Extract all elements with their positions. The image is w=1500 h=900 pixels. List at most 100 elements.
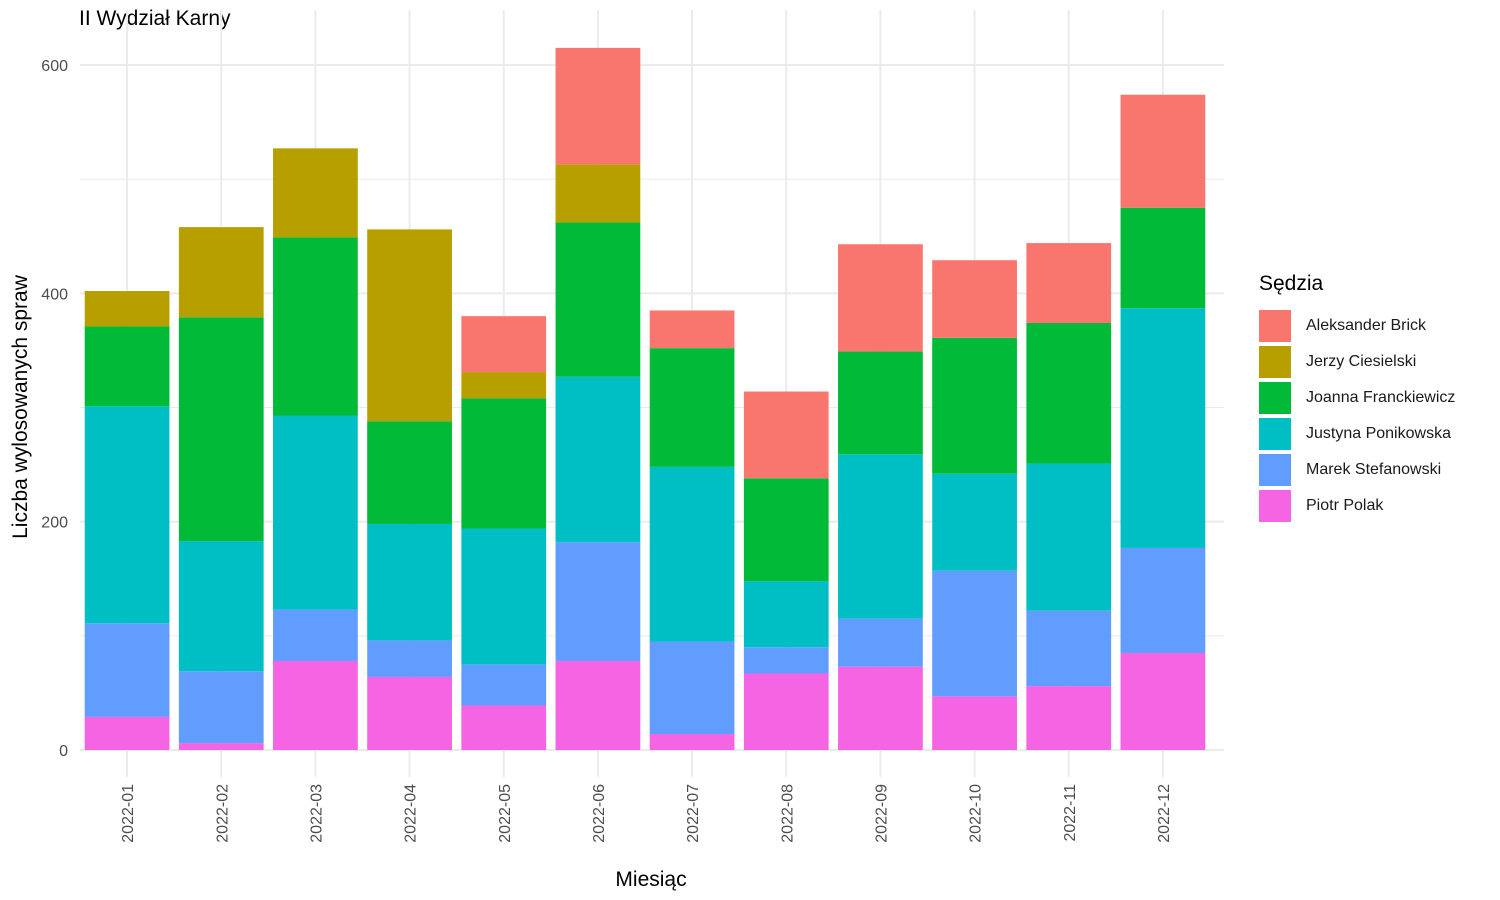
bar-segment xyxy=(461,316,547,373)
legend-label: Joanna Franckiewicz xyxy=(1306,389,1456,406)
legend-swatch xyxy=(1259,490,1291,522)
y-tick-label: 600 xyxy=(41,58,68,75)
legend-swatch xyxy=(1259,418,1291,450)
bar-segment xyxy=(273,148,358,238)
x-tick-label: 2022-09 xyxy=(873,784,890,843)
bar-segment xyxy=(649,466,735,642)
bar-segment xyxy=(932,260,1017,338)
bar-segment xyxy=(367,421,452,524)
chart-title: II Wydział Karny xyxy=(79,7,231,30)
x-tick-label: 2022-08 xyxy=(779,784,796,843)
bar-segment xyxy=(555,47,641,165)
bar-segment xyxy=(1120,547,1206,653)
y-tick-label: 200 xyxy=(41,515,68,532)
bar-segment xyxy=(84,326,170,407)
bar-segment xyxy=(838,244,923,352)
bar-segment xyxy=(273,609,358,661)
x-tick-label: 2022-03 xyxy=(308,784,325,843)
bar-segment xyxy=(178,671,264,744)
bar-segment xyxy=(1026,686,1112,750)
bar-segment xyxy=(555,164,641,223)
legend-swatch xyxy=(1259,310,1291,342)
x-tick-label: 2022-02 xyxy=(214,784,231,843)
bar-segment xyxy=(84,716,170,750)
bar-segment xyxy=(932,696,1017,750)
x-tick-label: 2022-10 xyxy=(968,784,985,843)
bar-segment xyxy=(178,317,264,542)
legend-item: Piotr Polak xyxy=(1259,488,1455,524)
y-axis-label: Liczba wylosowanych spraw xyxy=(9,274,32,539)
bar-segment xyxy=(743,673,829,750)
legend-item: Justyna Ponikowska xyxy=(1259,416,1455,452)
legend-item: Jerzy Ciesielski xyxy=(1259,344,1455,380)
bar-segment xyxy=(932,473,1017,571)
bar-segment xyxy=(1120,308,1206,548)
legend-label: Piotr Polak xyxy=(1306,497,1384,514)
bar-segment xyxy=(1120,652,1206,750)
bar-segment xyxy=(178,743,264,750)
legend-swatch xyxy=(1259,454,1291,486)
bar-segment xyxy=(1026,610,1112,687)
legend-item: Marek Stefanowski xyxy=(1259,452,1455,488)
bar-segment xyxy=(84,291,170,327)
bar-segment xyxy=(84,623,170,717)
x-axis-label: Miesiąc xyxy=(615,868,686,891)
bar-segment xyxy=(367,229,452,422)
bar-segment xyxy=(1026,463,1112,611)
bar-segment xyxy=(932,337,1017,474)
legend-item: Joanna Franckiewicz xyxy=(1259,380,1455,416)
bar-segment xyxy=(461,398,547,529)
bar-segment xyxy=(273,237,358,416)
legend-title: Sędzia xyxy=(1259,272,1324,295)
bar-segment xyxy=(1026,243,1112,324)
x-tick-label: 2022-11 xyxy=(1062,784,1079,842)
bar-segment xyxy=(461,528,547,665)
bar-segment xyxy=(649,641,735,735)
bar-segment xyxy=(367,523,452,641)
bar-segment xyxy=(1120,94,1206,208)
bar-segment xyxy=(838,454,923,619)
bar-segment xyxy=(649,348,735,467)
bar-segment xyxy=(84,406,170,624)
legend-items: Aleksander Brick Jerzy Ciesielski Joanna F… xyxy=(1259,308,1455,524)
x-tick-label: 2022-12 xyxy=(1156,784,1173,843)
bar-segment xyxy=(743,581,829,648)
legend-label: Marek Stefanowski xyxy=(1306,461,1442,478)
bar-segment xyxy=(555,542,641,661)
legend-item: Aleksander Brick xyxy=(1259,308,1455,344)
x-tick-label: 2022-07 xyxy=(685,784,702,843)
x-tick-label: 2022-04 xyxy=(403,784,420,843)
legend: Sędzia Aleksander Brick Jerzy Ciesielski J… xyxy=(1259,272,1455,524)
bar-segment xyxy=(838,618,923,667)
bar-segment xyxy=(273,415,358,610)
legend-swatch xyxy=(1259,346,1291,378)
bar-segment xyxy=(367,640,452,677)
bar-segment xyxy=(555,660,641,750)
bar-segment xyxy=(1026,323,1112,464)
legend-label: Justyna Ponikowska xyxy=(1306,425,1451,442)
legend-swatch xyxy=(1259,382,1291,414)
bars xyxy=(84,47,1206,750)
bar-segment xyxy=(743,391,829,479)
bar-segment xyxy=(932,570,1017,697)
y-axis-ticks: 0 200 400 600 xyxy=(41,58,68,760)
x-tick-label: 2022-05 xyxy=(497,784,514,843)
bar-segment xyxy=(838,666,923,750)
bar-segment xyxy=(273,660,358,750)
x-tick-label: 2022-01 xyxy=(120,784,137,843)
bar-segment xyxy=(649,310,735,349)
x-tick-label: 2022-06 xyxy=(591,784,608,843)
y-tick-label: 400 xyxy=(41,286,68,303)
bar-segment xyxy=(838,351,923,455)
bar-segment xyxy=(555,376,641,543)
legend-label: Aleksander Brick xyxy=(1306,317,1427,334)
bar-segment xyxy=(1120,207,1206,309)
bar-segment xyxy=(178,541,264,672)
bar-segment xyxy=(555,222,641,377)
bar-segment xyxy=(743,478,829,582)
x-axis-ticks: 2022-01 2022-02 2022-03 2022-04 2022-05 2022-… xyxy=(120,784,1173,843)
bar-segment xyxy=(743,647,829,674)
y-tick-label: 0 xyxy=(59,743,68,760)
bar-segment xyxy=(649,734,735,750)
